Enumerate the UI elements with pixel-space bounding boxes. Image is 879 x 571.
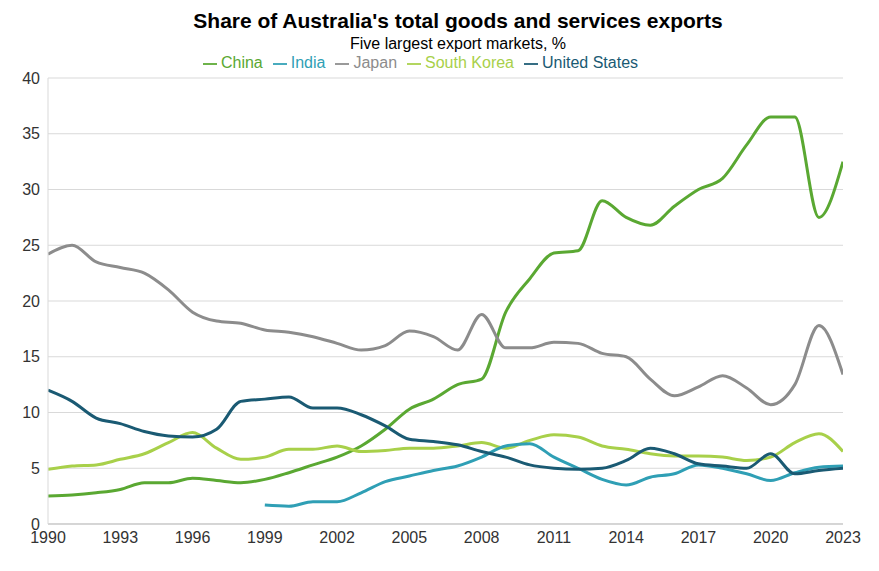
svg-text:40: 40 (22, 70, 40, 87)
svg-text:2011: 2011 (537, 529, 572, 546)
svg-text:2008: 2008 (464, 529, 500, 546)
html-text:United States: United States (542, 54, 639, 71)
svg-text:2020: 2020 (753, 529, 789, 546)
html-text:Japan: Japan (353, 54, 397, 71)
svg-text:30: 30 (22, 181, 40, 198)
svg-text:2005: 2005 (392, 529, 428, 546)
svg-text:20: 20 (22, 293, 40, 310)
html-text:India: India (290, 54, 326, 71)
html-text:Share of Australia's total goo: Share of Australia's total goods and ser… (193, 9, 723, 32)
svg-text:2014: 2014 (608, 529, 644, 546)
svg-text:1993: 1993 (102, 529, 138, 546)
svg-text:10: 10 (22, 404, 40, 421)
html-text:China: China (220, 54, 263, 71)
html-text:South Korea: South Korea (425, 54, 514, 71)
svg-text:5: 5 (31, 460, 40, 477)
svg-text:35: 35 (22, 125, 40, 142)
svg-text:2023: 2023 (825, 529, 861, 546)
html-text:Five largest export markets, %: Five largest export markets, % (350, 35, 566, 52)
svg-text:15: 15 (22, 348, 40, 365)
svg-text:0: 0 (31, 516, 40, 533)
svg-text:2002: 2002 (319, 529, 355, 546)
svg-text:1996: 1996 (175, 529, 211, 546)
svg-text:25: 25 (22, 237, 40, 254)
svg-text:1999: 1999 (247, 529, 283, 546)
svg-text:1990: 1990 (30, 529, 66, 547)
svg-text:2017: 2017 (681, 529, 717, 546)
